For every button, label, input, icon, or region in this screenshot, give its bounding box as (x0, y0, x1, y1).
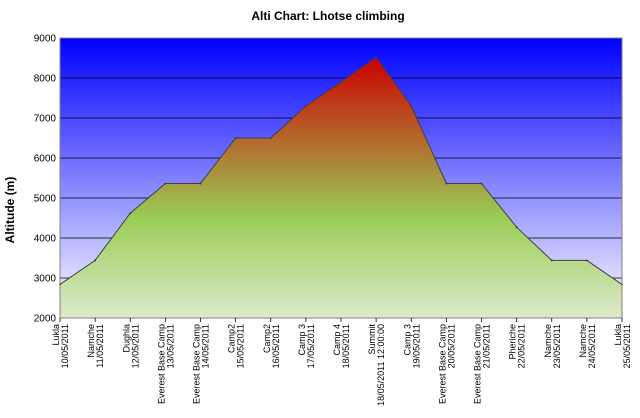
x-tick-place: Namche (578, 324, 588, 358)
x-tick-date: 20/05/2011 (446, 324, 456, 368)
data-point (94, 259, 97, 262)
data-point (515, 226, 518, 229)
x-tick-date: 14/05/2011 (201, 324, 211, 368)
x-tick-date: 19/05/2011 (411, 324, 421, 368)
x-tick-label: Everest Base Camp14/05/2011 (192, 324, 211, 404)
x-tick-place: Summit (367, 324, 377, 355)
x-tick-date: 25/05/2011 (622, 324, 632, 368)
x-tick-label: Everest Base Camp13/05/2011 (156, 324, 175, 404)
y-tick-label: 6000 (34, 154, 57, 165)
x-tick-date: 21/05/2011 (482, 324, 492, 368)
data-point (269, 137, 272, 139)
x-tick-date: 24/05/2011 (587, 324, 597, 368)
data-point (129, 212, 132, 215)
y-axis-label: Altitude (m) (3, 177, 17, 244)
x-tick-label: Lukla25/05/2011 (613, 324, 632, 368)
x-tick-date: 23/05/2011 (552, 324, 562, 368)
x-tick-place: Pheriche (508, 324, 518, 360)
data-point (445, 182, 448, 185)
data-point (164, 182, 167, 185)
x-tick-place: Namche (543, 324, 553, 358)
data-point (480, 182, 483, 185)
x-tick-label: Namche11/05/2011 (86, 324, 105, 368)
x-tick-date: 10/05/2011 (60, 324, 70, 368)
x-tick-label: Camp 418/05/2011 (332, 324, 351, 368)
x-tick-label: Camp 319/05/2011 (402, 324, 421, 368)
x-tick-place: Dughla (121, 324, 131, 353)
x-tick-date: 18/05/2011 (341, 324, 351, 368)
x-tick-place: Everest Base Camp (156, 324, 166, 404)
data-point (304, 105, 307, 107)
x-tick-place: Everest Base Camp (192, 324, 202, 404)
x-tick-label: Camp 317/05/2011 (297, 324, 316, 368)
data-point (234, 137, 237, 139)
x-tick-date: 13/05/2011 (165, 324, 175, 368)
x-tick-place: Camp2 (262, 324, 272, 353)
x-tick-place: Camp 3 (297, 324, 307, 356)
x-tick-place: Namche (86, 324, 96, 358)
y-tick-label: 4000 (34, 234, 57, 245)
x-tick-label: Lukla10/05/2011 (51, 324, 70, 368)
chart-title: Alti Chart: Lhotse climbing (251, 9, 404, 23)
x-tick-place: Everest Base Camp (437, 324, 447, 404)
y-tick-label: 5000 (34, 194, 57, 205)
altitude-area (60, 57, 622, 319)
y-tick-label: 3000 (34, 274, 57, 285)
x-tick-label: Namche24/05/2011 (578, 324, 597, 368)
x-tick-place: Everest Base Camp (473, 324, 483, 404)
data-point (550, 259, 553, 262)
data-point (340, 81, 342, 83)
x-tick-place: Lukla (613, 324, 623, 346)
x-tick-label: Summit18/05/2011 12:00:00 (367, 324, 386, 406)
x-tick-date: 16/05/2011 (271, 324, 281, 368)
x-tick-place: Camp2 (227, 324, 237, 353)
x-tick-date: 15/05/2011 (236, 324, 246, 368)
y-tick-label: 7000 (34, 114, 57, 125)
x-tick-label: Camp216/05/2011 (262, 324, 281, 368)
x-tick-label: Pheriche22/05/2011 (508, 324, 527, 368)
x-tick-place: Camp 3 (402, 324, 412, 356)
x-tick-label: Camp215/05/2011 (227, 324, 246, 368)
x-tick-date: 22/05/2011 (517, 324, 527, 368)
plot-area: 20003000400050006000700080009000Lukla10/… (34, 34, 632, 406)
data-point (585, 259, 588, 262)
data-point (410, 105, 413, 107)
y-tick-label: 9000 (34, 34, 57, 45)
x-tick-date: 11/05/2011 (95, 324, 105, 368)
data-point (199, 182, 202, 185)
x-tick-label: Dughla12/05/2011 (121, 324, 140, 368)
x-tick-place: Lukla (51, 324, 61, 346)
x-tick-label: Namche23/05/2011 (543, 324, 562, 368)
data-point (375, 56, 378, 59)
x-tick-label: Everest Base Camp21/05/2011 (473, 324, 492, 404)
x-tick-place: Camp 4 (332, 324, 342, 356)
x-tick-date: 17/05/2011 (306, 324, 316, 368)
x-tick-label: Everest Base Camp20/05/2011 (437, 324, 456, 404)
x-tick-date: 18/05/2011 12:00:00 (376, 324, 386, 406)
x-tick-date: 12/05/2011 (130, 324, 140, 368)
y-tick-label: 2000 (34, 314, 57, 325)
y-tick-label: 8000 (34, 74, 57, 85)
